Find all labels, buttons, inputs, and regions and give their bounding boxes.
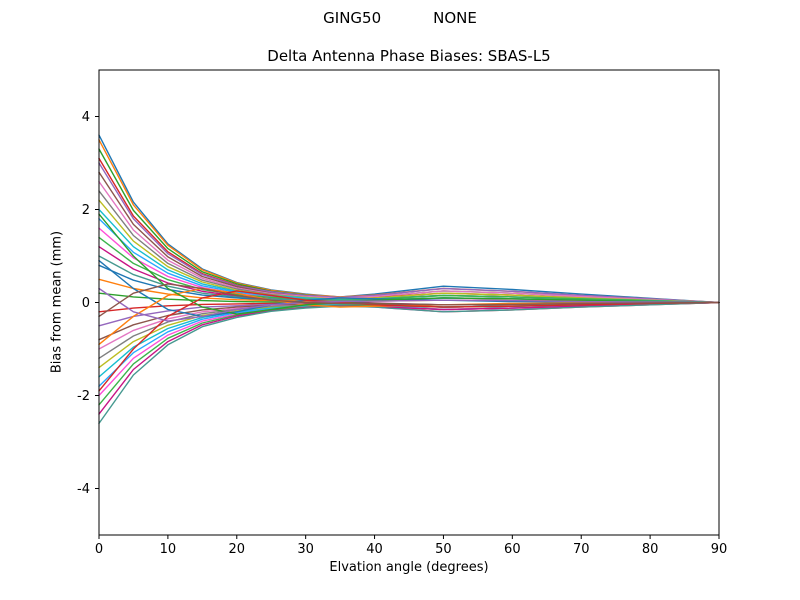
- y-axis-label: Bias from mean (mm): [49, 230, 65, 374]
- y-tick-label: -4: [77, 482, 90, 497]
- y-tick-label: -2: [77, 389, 90, 404]
- x-tick-label: 60: [504, 542, 521, 557]
- x-tick-label: 30: [297, 542, 314, 557]
- suptitle-station: GING50: [323, 9, 382, 27]
- series-line: [98, 171, 720, 304]
- x-tick-label: 90: [711, 542, 728, 557]
- x-tick-label: 10: [160, 542, 177, 557]
- y-tick-label: 0: [82, 296, 90, 311]
- y-tick-label: 4: [82, 110, 90, 125]
- series-line: [98, 190, 720, 304]
- series-line: [98, 157, 720, 304]
- x-tick-label: 50: [435, 542, 452, 557]
- suptitle: GING50 NONE: [0, 9, 800, 27]
- chart-title: Delta Antenna Phase Biases: SBAS-L5: [267, 47, 551, 65]
- x-tick-label: 40: [366, 542, 383, 557]
- series-line: [98, 301, 720, 425]
- x-tick-label: 70: [573, 542, 590, 557]
- series-line: [98, 301, 720, 387]
- x-axis-label: Elvation angle (degrees): [329, 560, 489, 575]
- series-line: [98, 287, 720, 322]
- y-tick-label: 2: [82, 203, 90, 218]
- series-line: [98, 162, 720, 304]
- x-tick-label: 80: [642, 542, 659, 557]
- suptitle-mode: NONE: [433, 9, 477, 27]
- series-line: [98, 283, 720, 318]
- x-tick-label: 0: [95, 542, 103, 557]
- series-line: [98, 301, 720, 415]
- series-line: [98, 180, 720, 304]
- x-tick-label: 20: [229, 542, 246, 557]
